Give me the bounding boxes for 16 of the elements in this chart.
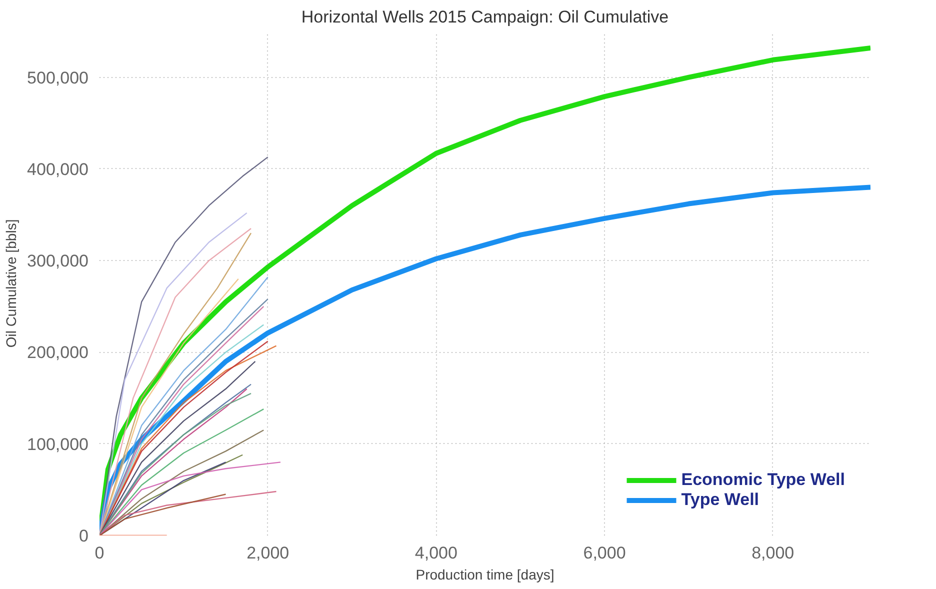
x-axis-title: Production time [days] (416, 566, 554, 582)
y-axis-title: Oil Cumulative [bbls] (3, 219, 20, 348)
x-tick-label: 6,000 (583, 544, 626, 562)
x-tick-label: 4,000 (414, 544, 458, 562)
x-tick-label: 0 (94, 544, 104, 562)
x-tick-label: 8,000 (752, 544, 794, 562)
legend-label: Type Well (681, 490, 760, 510)
y-tick-label: 100,000 (27, 434, 88, 454)
y-tick-label: 200,000 (27, 343, 88, 362)
y-tick-label: 400,000 (27, 160, 88, 179)
y-tick-label: 0 (79, 526, 89, 546)
y-tick-label: 500,000 (27, 68, 88, 88)
x-tick-label: 2,000 (246, 544, 290, 562)
y-tick-label: 300,000 (27, 252, 88, 271)
chart-title: Horizontal Wells 2015 Campaign: Oil Cumulative (301, 8, 669, 26)
legend-label: Economic Type Well (681, 470, 845, 490)
